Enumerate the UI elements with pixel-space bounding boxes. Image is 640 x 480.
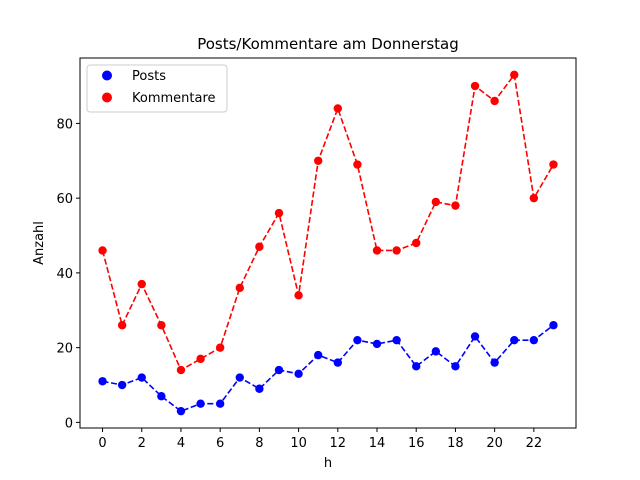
data-point-posts [176,406,186,416]
y-axis-ticks: 0 20 40 60 80 [56,117,80,431]
data-point-kommentare [431,197,441,207]
y-tick-label: 60 [56,192,73,207]
x-axis-ticks: 0 2 4 6 8 10 12 14 16 18 20 22 [98,428,542,451]
x-tick-label: 4 [177,436,185,451]
data-point-kommentare [215,343,225,352]
x-tick-label: 16 [408,436,425,451]
data-point-posts [470,332,480,341]
legend-label-kommentare: Kommentare [132,91,216,106]
x-tick-label: 6 [216,436,224,451]
data-point-posts [392,335,401,345]
data-point-posts [215,399,225,408]
data-point-posts [549,321,558,330]
data-point-kommentare [196,354,205,364]
data-point-kommentare [412,238,421,248]
legend: Posts Kommentare [86,64,228,113]
data-point-kommentare [157,321,166,330]
data-point-kommentare [451,201,460,210]
data-point-posts [196,399,205,408]
data-point-posts [255,384,264,393]
data-point-kommentare [274,208,284,218]
data-point-posts [451,362,460,371]
y-tick-label: 40 [56,267,73,282]
plot-frame [79,57,577,429]
x-tick-label: 0 [98,436,106,451]
legend-marker-kommentare [102,92,112,103]
data-point-posts [372,339,382,349]
data-point-posts [431,347,441,356]
data-point-kommentare [137,279,146,289]
data-point-kommentare [255,242,264,251]
y-tick-label: 80 [56,117,73,132]
x-tick-label: 12 [330,436,347,451]
data-point-posts [294,369,303,379]
data-point-kommentare [235,283,244,293]
x-tick-label: 14 [369,436,386,451]
data-point-posts [314,350,323,360]
data-point-kommentare [333,104,342,113]
data-point-posts [157,392,166,401]
y-axis-label: Anzahl [32,221,47,265]
data-point-posts [490,358,499,367]
data-point-kommentare [490,96,499,106]
data-point-kommentare [549,160,558,169]
data-point-posts [137,373,146,382]
x-axis-label: h [324,456,332,471]
data-point-kommentare [294,291,303,300]
data-point-kommentare [117,321,127,330]
data-point-kommentare [529,193,539,203]
x-tick-label: 2 [138,436,146,451]
data-point-posts [510,335,519,345]
legend-marker-posts [102,70,112,81]
data-point-kommentare [470,81,480,91]
data-point-posts [529,335,539,345]
data-point-kommentare [353,160,362,169]
x-tick-label: 18 [447,436,464,451]
data-point-kommentare [392,246,401,255]
plot-area [80,58,576,428]
x-tick-label: 10 [290,436,307,451]
data-point-posts [117,380,127,390]
data-point-kommentare [98,246,107,255]
data-point-kommentare [510,70,519,80]
data-point-posts [274,365,284,375]
series-line-kommentare [101,72,555,372]
y-tick-label: 0 [65,416,73,431]
data-point-kommentare [176,365,186,375]
chart-title: Posts/Kommentare am Donnerstag [197,35,459,53]
x-tick-label: 22 [526,436,543,451]
data-point-posts [235,373,244,382]
data-point-posts [353,335,362,345]
data-point-posts [98,377,107,386]
legend-label-posts: Posts [132,69,166,84]
data-point-posts [333,358,342,367]
legend-box [86,64,228,113]
series-layer [98,70,558,416]
data-point-kommentare [372,246,382,255]
x-tick-label: 8 [255,436,263,451]
data-point-posts [412,362,421,371]
x-tick-label: 20 [486,436,503,451]
data-point-kommentare [314,156,323,165]
y-tick-label: 20 [56,342,73,357]
